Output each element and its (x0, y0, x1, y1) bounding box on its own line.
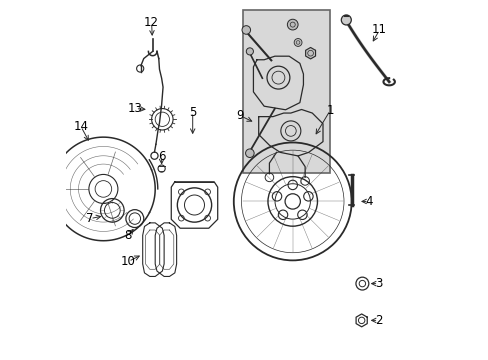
Text: 8: 8 (124, 229, 132, 242)
Text: 11: 11 (371, 23, 386, 36)
Circle shape (245, 149, 254, 157)
Text: 10: 10 (121, 255, 136, 268)
Circle shape (242, 26, 250, 34)
Circle shape (294, 39, 302, 46)
Text: 6: 6 (158, 150, 165, 163)
Bar (242, 10, 329, 173)
Polygon shape (305, 48, 315, 59)
Text: 1: 1 (326, 104, 333, 117)
Text: 14: 14 (73, 120, 88, 133)
Circle shape (341, 15, 350, 25)
Text: 12: 12 (144, 16, 159, 29)
Text: 7: 7 (86, 212, 94, 225)
Text: 2: 2 (374, 314, 382, 327)
Text: 3: 3 (374, 277, 381, 290)
Circle shape (287, 19, 298, 30)
Circle shape (246, 48, 253, 55)
Text: 13: 13 (128, 102, 142, 115)
Text: 9: 9 (236, 109, 244, 122)
Text: 4: 4 (365, 195, 372, 208)
Text: 5: 5 (189, 105, 196, 119)
